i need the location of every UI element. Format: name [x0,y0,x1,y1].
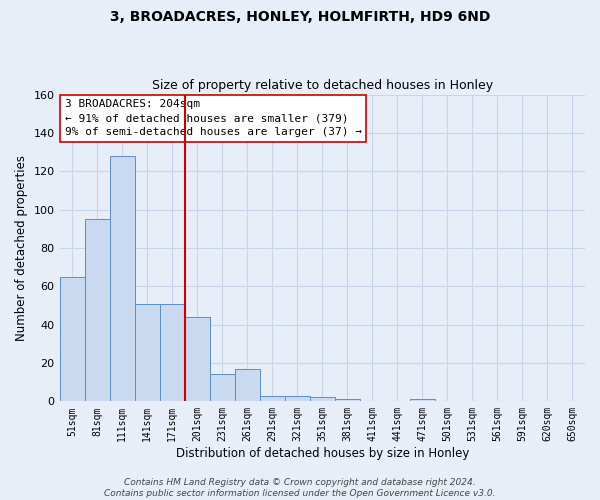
Bar [85,219,110,402]
Bar [160,304,185,402]
Bar [410,400,435,402]
Text: 3 BROADACRES: 204sqm
← 91% of detached houses are smaller (379)
9% of semi-detac: 3 BROADACRES: 204sqm ← 91% of detached h… [65,99,362,137]
Bar [134,304,160,402]
Text: 3, BROADACRES, HONLEY, HOLMFIRTH, HD9 6ND: 3, BROADACRES, HONLEY, HOLMFIRTH, HD9 6N… [110,10,490,24]
Title: Size of property relative to detached houses in Honley: Size of property relative to detached ho… [152,79,493,92]
Text: Contains HM Land Registry data © Crown copyright and database right 2024.
Contai: Contains HM Land Registry data © Crown c… [104,478,496,498]
Bar [310,398,335,402]
X-axis label: Distribution of detached houses by size in Honley: Distribution of detached houses by size … [176,447,469,460]
Bar [59,276,85,402]
Bar [110,156,134,402]
Bar [335,400,360,402]
Bar [185,317,209,402]
Bar [260,396,285,402]
Bar [235,368,260,402]
Y-axis label: Number of detached properties: Number of detached properties [15,155,28,341]
Bar [209,374,235,402]
Bar [285,396,310,402]
